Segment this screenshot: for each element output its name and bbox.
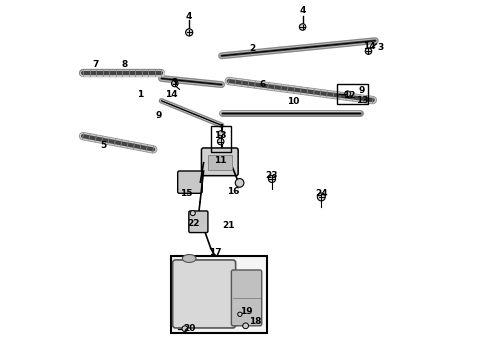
FancyBboxPatch shape xyxy=(189,211,208,233)
Text: 11: 11 xyxy=(214,156,227,165)
Text: 14: 14 xyxy=(165,90,177,99)
Circle shape xyxy=(218,138,224,145)
Circle shape xyxy=(186,29,193,36)
Text: 20: 20 xyxy=(183,324,196,333)
Circle shape xyxy=(365,48,372,54)
Text: 17: 17 xyxy=(209,248,222,257)
Text: 3: 3 xyxy=(172,78,178,87)
Text: 1: 1 xyxy=(138,90,144,99)
Text: 14: 14 xyxy=(363,41,375,50)
Circle shape xyxy=(235,179,244,187)
Text: 12: 12 xyxy=(343,91,356,100)
Text: 6: 6 xyxy=(260,80,266,89)
Circle shape xyxy=(182,326,188,332)
Bar xyxy=(171,256,267,333)
Text: 7: 7 xyxy=(93,60,99,69)
Text: 4: 4 xyxy=(186,12,193,21)
Circle shape xyxy=(243,323,248,329)
Text: 5: 5 xyxy=(100,141,107,150)
Text: 13: 13 xyxy=(356,95,368,104)
Text: 15: 15 xyxy=(180,189,193,198)
Text: 24: 24 xyxy=(315,189,328,198)
Circle shape xyxy=(172,80,178,87)
Bar xyxy=(208,155,232,170)
FancyBboxPatch shape xyxy=(178,171,202,193)
FancyBboxPatch shape xyxy=(201,148,238,176)
Circle shape xyxy=(269,175,275,183)
Text: 4: 4 xyxy=(299,6,306,15)
Text: 3: 3 xyxy=(377,43,383,52)
Text: 19: 19 xyxy=(241,307,253,316)
Circle shape xyxy=(238,312,242,316)
Text: 9: 9 xyxy=(155,111,162,120)
Text: 2: 2 xyxy=(249,44,255,53)
Text: 13: 13 xyxy=(214,130,227,139)
FancyBboxPatch shape xyxy=(172,260,236,328)
Ellipse shape xyxy=(182,255,196,262)
Text: 9: 9 xyxy=(359,86,365,95)
Circle shape xyxy=(299,24,306,30)
Circle shape xyxy=(318,193,325,201)
Circle shape xyxy=(190,211,196,216)
Circle shape xyxy=(218,131,223,136)
Text: 10: 10 xyxy=(288,97,300,106)
Text: 21: 21 xyxy=(222,220,235,230)
Text: 18: 18 xyxy=(249,317,261,325)
Bar xyxy=(337,84,368,104)
Text: 23: 23 xyxy=(266,171,278,180)
Text: 22: 22 xyxy=(188,219,200,228)
Circle shape xyxy=(345,91,350,97)
Text: 8: 8 xyxy=(122,60,127,69)
Text: 16: 16 xyxy=(227,187,240,196)
Bar xyxy=(211,126,231,152)
FancyBboxPatch shape xyxy=(231,270,262,326)
